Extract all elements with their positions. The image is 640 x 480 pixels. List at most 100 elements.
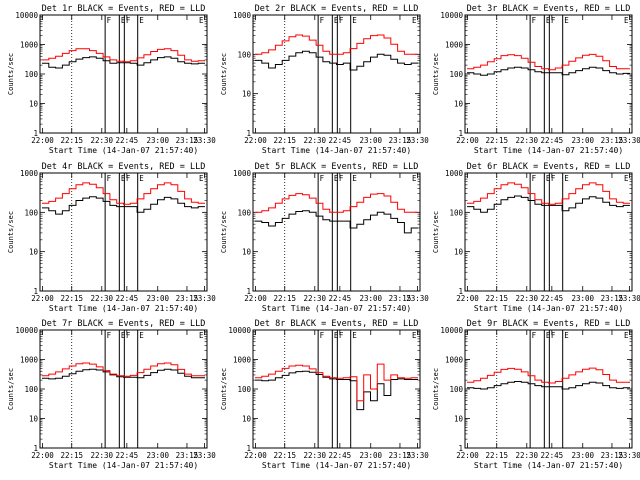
x-tick-label: 22:45 bbox=[541, 451, 564, 460]
event-marker-label-end: E bbox=[199, 16, 204, 25]
event-marker-label: E bbox=[139, 16, 144, 25]
panel-title: Det 1r BLACK = Events, RED = LLD bbox=[42, 4, 206, 14]
series-line-lld bbox=[42, 182, 205, 205]
panel-title: Det 5r BLACK = Events, RED = LLD bbox=[255, 162, 419, 172]
plot-frame bbox=[252, 172, 421, 292]
x-axis-label: Start Time (14-Jan-07 21:57:40) bbox=[262, 304, 411, 313]
x-tick-label: 22:00 bbox=[31, 136, 54, 145]
event-marker-label: E bbox=[139, 174, 144, 183]
event-marker-label: E bbox=[352, 174, 357, 183]
x-tick-label: 23:00 bbox=[146, 294, 169, 303]
series-line-lld bbox=[255, 363, 418, 402]
event-marker-label: E bbox=[121, 174, 126, 183]
event-marker-label: E bbox=[121, 331, 126, 340]
series-line-lld bbox=[467, 367, 630, 384]
event-marker-label: F bbox=[107, 174, 112, 183]
event-marker-label-end: E bbox=[624, 16, 629, 25]
y-tick-label: 10 bbox=[29, 248, 39, 257]
series-line-events bbox=[42, 368, 205, 380]
x-tick-label: 23:00 bbox=[571, 136, 594, 145]
event-marker-label: E bbox=[564, 331, 569, 340]
detector-panel-3: Det 3r BLACK = Events, RED = LLD 1 10 100 10… bbox=[432, 4, 640, 155]
x-axis-label: Start Time (14-Jan-07 21:57:40) bbox=[262, 461, 411, 470]
x-tick-label: 23:30 bbox=[618, 294, 640, 303]
event-marker-label: F bbox=[551, 174, 556, 183]
event-marker-label: F bbox=[551, 331, 556, 340]
event-marker-label: E bbox=[334, 331, 339, 340]
x-tick-label: 23:00 bbox=[571, 451, 594, 460]
x-tick-label: 23:15 bbox=[389, 451, 412, 460]
x-tick-label: 22:00 bbox=[456, 451, 479, 460]
series-line-lld bbox=[42, 48, 205, 63]
y-tick-label: 1000 bbox=[233, 356, 252, 365]
panel-title: Det 4r BLACK = Events, RED = LLD bbox=[42, 162, 206, 172]
series-line-events bbox=[467, 66, 630, 76]
y-tick-label: 100 bbox=[449, 385, 463, 394]
event-marker-label: F bbox=[532, 174, 537, 183]
x-axis-label: Start Time (14-Jan-07 21:57:40) bbox=[474, 461, 623, 470]
event-marker-label: F bbox=[339, 331, 344, 340]
y-tick-label: 10 bbox=[242, 248, 252, 257]
y-tick-label: 10000 bbox=[440, 326, 463, 335]
x-tick-label: 23:30 bbox=[193, 451, 216, 460]
event-marker-label: F bbox=[320, 16, 325, 25]
event-marker-label: E bbox=[564, 174, 569, 183]
event-marker-label: E bbox=[546, 16, 551, 25]
x-tick-label: 22:00 bbox=[456, 294, 479, 303]
x-tick-label: 22:30 bbox=[516, 294, 539, 303]
x-tick-label: 22:30 bbox=[516, 451, 539, 460]
series-line-lld bbox=[255, 193, 418, 213]
x-tick-label: 23:15 bbox=[176, 294, 199, 303]
x-tick-label: 22:00 bbox=[456, 136, 479, 145]
y-tick-label: 1 bbox=[33, 129, 38, 138]
event-marker-label: F bbox=[126, 331, 131, 340]
x-tick-label: 22:30 bbox=[91, 136, 114, 145]
event-marker-label: E bbox=[334, 174, 339, 183]
y-tick-label: 1 bbox=[246, 444, 251, 453]
y-tick-label: 100 bbox=[237, 50, 251, 59]
x-tick-label: 22:15 bbox=[273, 451, 296, 460]
y-tick-label: 1000 bbox=[20, 41, 39, 50]
y-tick-label: 1 bbox=[458, 444, 463, 453]
y-tick-label: 10 bbox=[454, 415, 464, 424]
y-tick-label: 1 bbox=[458, 287, 463, 296]
plot-frame bbox=[39, 329, 208, 449]
event-marker-label: F bbox=[126, 174, 131, 183]
event-marker-label-end: E bbox=[624, 331, 629, 340]
x-tick-label: 23:15 bbox=[176, 451, 199, 460]
y-tick-label: 1000 bbox=[233, 169, 252, 178]
x-tick-label: 23:00 bbox=[571, 294, 594, 303]
y-tick-label: 10000 bbox=[15, 326, 38, 335]
panel-title: Det 9r BLACK = Events, RED = LLD bbox=[467, 319, 631, 329]
x-tick-label: 22:30 bbox=[91, 451, 114, 460]
event-marker-label: E bbox=[546, 331, 551, 340]
series-line-lld bbox=[255, 34, 418, 55]
x-tick-label: 23:00 bbox=[359, 294, 382, 303]
x-tick-label: 22:15 bbox=[485, 294, 508, 303]
detector-panel-6: Det 6r BLACK = Events, RED = LLD 1 10 100 10… bbox=[432, 162, 640, 313]
x-tick-label: 22:15 bbox=[60, 294, 83, 303]
event-marker-label: E bbox=[334, 16, 339, 25]
x-tick-label: 22:15 bbox=[485, 136, 508, 145]
y-tick-label: 100 bbox=[24, 385, 38, 394]
panel-title: Det 2r BLACK = Events, RED = LLD bbox=[255, 4, 419, 14]
y-tick-label: 10000 bbox=[228, 326, 251, 335]
x-tick-label: 23:30 bbox=[618, 136, 640, 145]
y-tick-label: 1 bbox=[33, 287, 38, 296]
x-tick-label: 23:30 bbox=[406, 451, 429, 460]
series-line-events bbox=[255, 210, 418, 234]
plot-frame bbox=[252, 329, 421, 449]
x-tick-label: 23:00 bbox=[146, 136, 169, 145]
series-line-lld bbox=[467, 53, 630, 71]
x-tick-label: 22:45 bbox=[329, 294, 352, 303]
x-tick-label: 22:45 bbox=[329, 451, 352, 460]
y-tick-label: 10 bbox=[242, 415, 252, 424]
x-tick-label: 22:00 bbox=[31, 451, 54, 460]
y-axis-label: Counts/sec bbox=[432, 368, 440, 410]
x-tick-label: 22:15 bbox=[60, 136, 83, 145]
event-marker-label: F bbox=[320, 174, 325, 183]
x-tick-label: 23:15 bbox=[389, 294, 412, 303]
x-axis-label: Start Time (14-Jan-07 21:57:40) bbox=[474, 304, 623, 313]
x-tick-label: 22:00 bbox=[244, 136, 267, 145]
